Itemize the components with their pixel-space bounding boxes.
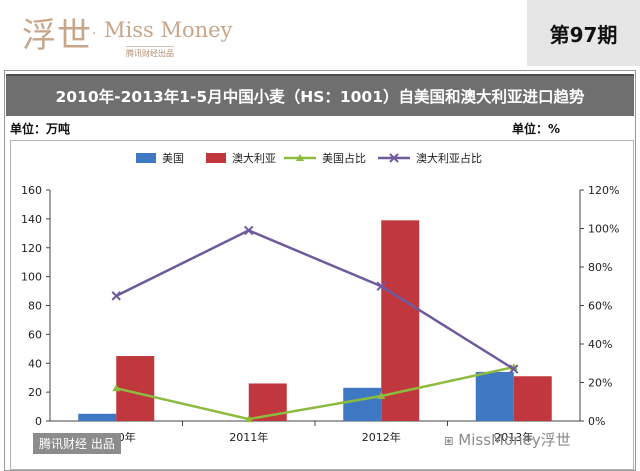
y-right-tick-label: 0% — [588, 415, 605, 428]
y-left-tick-label: 120 — [21, 242, 42, 255]
y-left-tick-label: 100 — [21, 271, 42, 284]
bar-1-3 — [513, 376, 552, 421]
y-left-tick-label: 20 — [28, 386, 42, 399]
legend-label-1: 澳大利亚 — [232, 151, 276, 165]
line-point-1-2 — [376, 281, 386, 291]
footer-producer-tag: 腾讯财经 出品 — [33, 433, 121, 454]
plot-area-border — [10, 140, 634, 470]
legend-marker-2 — [296, 154, 304, 161]
bar-0-2 — [343, 387, 382, 421]
y-right-tick-label: 100% — [588, 223, 619, 236]
y-left-tick-label: 80 — [28, 300, 42, 313]
line-point-1-3 — [509, 364, 519, 374]
legend-label-2: 美国占比 — [322, 151, 366, 165]
header-bar: 浮世 · Miss Money 腾讯财经出品 第97期 — [0, 0, 640, 66]
line-point-0-0 — [112, 384, 121, 392]
bar-0-3 — [475, 371, 514, 421]
brand-logo-chinese: 浮世 — [22, 16, 92, 56]
line-series-1 — [115, 229, 515, 371]
y-left-tick-label: 40 — [28, 357, 42, 370]
y-left-tick-label: 140 — [21, 213, 42, 226]
legend-swatch-1 — [206, 153, 226, 163]
y-left-tick-label: 0 — [35, 415, 42, 428]
legend-swatch-0 — [136, 153, 156, 163]
bar-0-0 — [78, 413, 117, 421]
brand-logo-english: Miss Money — [104, 18, 233, 42]
legend-label-3: 澳大利亚占比 — [416, 151, 482, 165]
line-point-1-1 — [244, 225, 254, 236]
legend-label-0: 美国 — [162, 152, 184, 165]
line-point-0-2 — [377, 391, 386, 399]
bar-1-2 — [381, 220, 420, 421]
brand-separator: · — [92, 26, 97, 42]
chart-title: 2010年-2013年1-5月中国小麦（HS：1001）自美国和澳大利亚进口趋势 — [6, 74, 634, 116]
y-right-tick-label: 20% — [588, 377, 612, 390]
line-series-0 — [115, 365, 515, 421]
x-tick-label: 2012年 — [362, 430, 401, 444]
right-axis-unit: 单位：% — [512, 122, 561, 136]
legend-marker-3 — [389, 153, 399, 163]
y-right-tick-label: 40% — [588, 338, 612, 351]
y-right-tick-label: 60% — [588, 300, 612, 313]
footer-account-watermark: ⧆ MissMoney浮世 — [444, 431, 571, 449]
line-point-1-0 — [111, 291, 121, 301]
x-tick-label: 2013年 — [494, 430, 533, 444]
y-left-tick-label: 60 — [28, 328, 42, 341]
line-point-0-1 — [244, 415, 253, 423]
issue-number: 第97期 — [527, 0, 640, 66]
x-tick-label: 2011年 — [229, 430, 268, 444]
y-right-tick-label: 80% — [588, 261, 612, 274]
brand-subtitle: 腾讯财经出品 — [126, 46, 174, 59]
y-left-tick-label: 160 — [21, 184, 42, 197]
y-right-tick-label: 120% — [588, 184, 619, 197]
left-axis-unit: 单位：万吨 — [10, 122, 71, 136]
